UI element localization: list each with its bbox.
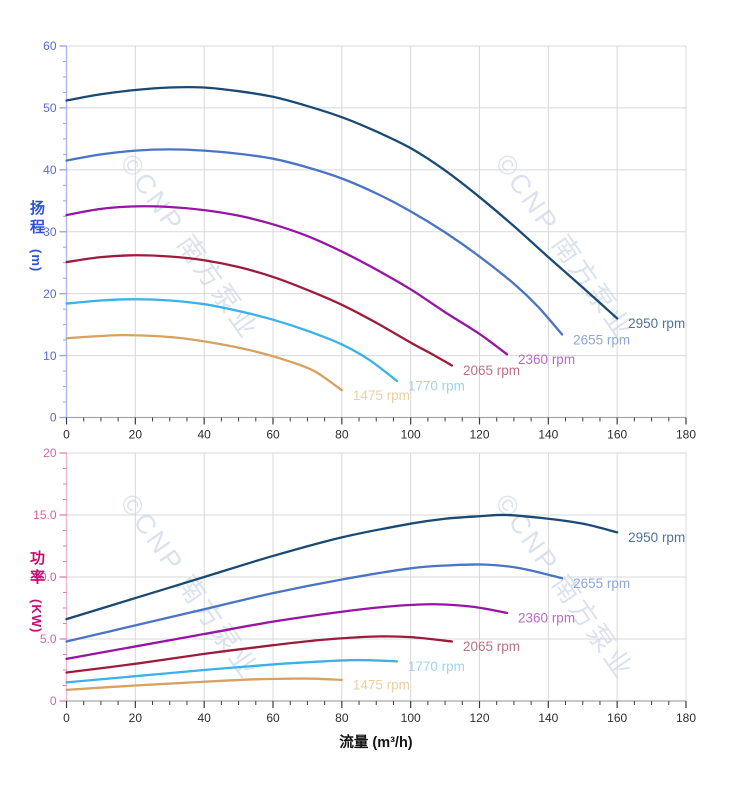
y-tick-label: 20 [43, 446, 57, 460]
x-tick-label: 60 [266, 711, 280, 725]
x-tick-label: 120 [469, 711, 489, 725]
y-tick-label: 60 [43, 39, 57, 53]
curve-1475-rpm [65, 677, 343, 691]
rpm-label-2065-rpm: 2065 rpm [463, 363, 520, 378]
flow-axis-title: 流量 (m³/h) [339, 735, 413, 751]
x-tick-label: 100 [401, 428, 421, 442]
y-tick-label: 10 [43, 349, 57, 363]
rpm-label-2655-rpm: 2655 rpm [573, 332, 630, 347]
curve-2950-rpm [65, 85, 619, 320]
head-axis-title-text: 扬程 [28, 200, 45, 238]
x-tick-label: 160 [607, 428, 627, 442]
x-tick-label: 60 [266, 428, 280, 442]
x-tick-label: 80 [335, 711, 349, 725]
x-tick-label: 40 [197, 711, 211, 725]
rpm-label-2360-rpm: 2360 rpm [518, 352, 575, 367]
curve-2360-rpm [65, 603, 509, 660]
x-tick-label: 160 [607, 711, 627, 725]
y-tick-label: 20 [43, 287, 57, 301]
rpm-label-1475-rpm: 1475 rpm [353, 678, 410, 693]
curve-2950-rpm [65, 513, 619, 621]
y-tick-label: 0 [50, 694, 57, 708]
head-axis-unit: (m) [29, 249, 44, 273]
power-chart-axes: 0 5.0 10.0 15.0 20 0 20 40 60 80 100 120 140 160 180 [33, 446, 696, 725]
rpm-label-2065-rpm: 2065 rpm [463, 639, 520, 654]
x-tick-label: 40 [197, 428, 211, 442]
curve-1770-rpm [65, 298, 399, 383]
x-tick-label: 0 [63, 428, 70, 442]
rpm-label-1770-rpm: 1770 rpm [408, 379, 465, 394]
x-tick-label: 0 [63, 711, 70, 725]
head-chart-watermarks: ©CNP 南方泵业 ©CNP 南方泵业 [114, 149, 639, 346]
x-tick-label: 180 [676, 711, 696, 725]
rpm-label-2360-rpm: 2360 rpm [518, 611, 575, 626]
y-tick-label: 5.0 [40, 632, 57, 646]
power-axis-title-text: 功率 [28, 550, 45, 588]
y-tick-label: 50 [43, 101, 57, 115]
head-axis-title: 扬程 (m) [28, 200, 45, 273]
y-tick-label: 10.0 [33, 570, 57, 584]
curve-1770-rpm [65, 658, 399, 684]
power-axis-unit: (KW) [29, 599, 44, 634]
rpm-label-1770-rpm: 1770 rpm [408, 659, 465, 674]
y-tick-label: 15.0 [33, 508, 57, 522]
rpm-label-2950-rpm: 2950 rpm [628, 530, 685, 545]
head-chart-axes: 0 10 20 30 40 50 60 0 20 40 60 80 100 120 140 160 180 [43, 39, 696, 441]
curve-2360-rpm [65, 205, 509, 356]
y-tick-label: 30 [43, 225, 57, 239]
y-tick-label: 0 [50, 411, 57, 425]
x-tick-label: 140 [538, 711, 558, 725]
rpm-label-2655-rpm: 2655 rpm [573, 576, 630, 591]
power-chart-series: 2950 rpm 2655 rpm 2360 rpm 2065 rpm 1770 rpm… [65, 513, 685, 693]
curve-2655-rpm [65, 148, 564, 336]
x-tick-label: 140 [538, 428, 558, 442]
curve-1475-rpm [65, 333, 343, 392]
x-tick-label: 20 [129, 711, 143, 725]
x-tick-label: 20 [129, 428, 143, 442]
y-tick-label: 40 [43, 163, 57, 177]
curve-2655-rpm [65, 563, 564, 643]
rpm-label-2950-rpm: 2950 rpm [628, 316, 685, 331]
curve-2065-rpm [65, 254, 454, 367]
x-tick-label: 100 [401, 711, 421, 725]
curve-2065-rpm [65, 635, 454, 674]
brand-watermark: ©CNP 南方泵业 [114, 149, 264, 346]
head-chart-grid [66, 45, 687, 418]
power-axis-title: 功率 (KW) [28, 550, 45, 634]
x-tick-label: 180 [676, 428, 696, 442]
x-tick-label: 120 [469, 428, 489, 442]
x-tick-label: 80 [335, 428, 349, 442]
rpm-label-1475-rpm: 1475 rpm [353, 388, 410, 403]
